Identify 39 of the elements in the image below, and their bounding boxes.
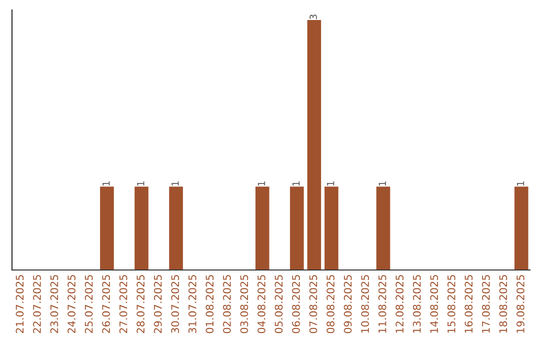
x-tick-label: 06.08.2025	[292, 275, 300, 334]
x-tick-label: 22.07.2025	[33, 275, 41, 334]
x-tick-label: 23.07.2025	[50, 275, 58, 334]
data-label: 1	[172, 181, 179, 186]
x-tick-label: 14.08.2025	[430, 275, 438, 333]
x-tick-label: 01.08.2025	[206, 275, 214, 334]
x-tick-label: 18.08.2025	[499, 275, 508, 333]
x-tick-label: 31.07.2025	[188, 275, 196, 334]
x-tick-label: 28.07.2025	[136, 275, 145, 334]
x-tick-label: 30.07.2025	[171, 275, 180, 334]
x-tick-label: 25.07.2025	[84, 275, 93, 334]
data-label: 1	[258, 181, 266, 186]
data-label: 1	[516, 181, 524, 186]
x-tick-label: 02.08.2025	[222, 275, 231, 334]
x-tick-label: 13.08.2025	[412, 275, 421, 333]
data-label: 1	[327, 181, 334, 186]
x-tick-label: 24.07.2025	[68, 275, 76, 334]
x-tick-label: 05.08.2025	[274, 275, 283, 334]
x-tick-label: 03.08.2025	[240, 275, 248, 334]
x-tick-label: 19.08.2025	[516, 275, 524, 333]
data-label: 1	[292, 181, 300, 186]
x-tick-label: 04.08.2025	[258, 275, 266, 334]
x-tick-label: 15.08.2025	[447, 275, 456, 333]
data-label: 3	[310, 14, 317, 20]
x-tick-label: 27.07.2025	[119, 275, 128, 334]
x-tick-label: 16.08.2025	[464, 275, 473, 333]
x-tick-label: 29.07.2025	[154, 275, 162, 334]
x-tick-label: 09.08.2025	[344, 275, 352, 334]
data-label: 1	[102, 181, 110, 186]
x-tick-label: 08.08.2025	[326, 275, 334, 334]
x-tick-label: 21.07.2025	[16, 275, 24, 334]
data-label: 1	[137, 181, 144, 186]
x-tick-label: 17.08.2025	[482, 275, 490, 333]
x-tick-label: 11.08.2025	[378, 275, 386, 333]
x-tick-label: 12.08.2025	[396, 275, 404, 333]
x-tick-label: 26.07.2025	[102, 275, 110, 334]
x-tick-label: 10.08.2025	[361, 275, 369, 333]
x-tick-label: 07.08.2025	[309, 275, 318, 334]
data-label: 1	[378, 181, 386, 186]
